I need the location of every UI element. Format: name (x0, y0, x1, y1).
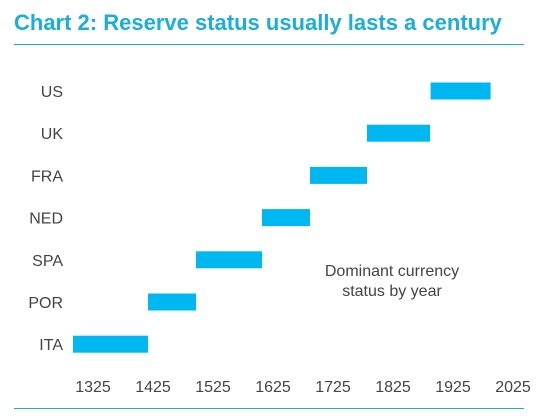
category-label-ita: ITA (39, 337, 63, 354)
annotation-line-2: status by year (342, 283, 442, 300)
x-tick-label-1825: 1825 (375, 379, 411, 396)
bottom-rule (14, 408, 524, 409)
range-bars (73, 82, 491, 353)
x-tick-label-1525: 1525 (195, 379, 231, 396)
chart-annotation: Dominant currency status by year (312, 262, 472, 302)
x-tick-label-1425: 1425 (135, 379, 171, 396)
category-label-fra: FRA (31, 168, 63, 185)
chart-title: Chart 2: Reserve status usually lasts a … (14, 10, 502, 35)
x-tick-label-1925: 1925 (435, 379, 471, 396)
title-rule (14, 44, 524, 45)
bar-fra (310, 166, 367, 184)
bar-ned (262, 209, 310, 227)
x-tick-label-1625: 1625 (255, 379, 291, 396)
bar-por (148, 293, 196, 311)
category-labels: US UK FRA NED SPA POR ITA (28, 84, 63, 354)
x-tick-labels: 1325 1425 1525 1625 1725 1825 1925 2025 (75, 379, 531, 396)
category-label-spa: SPA (32, 253, 63, 270)
bar-ita (73, 335, 148, 353)
bar-uk (367, 124, 430, 142)
category-label-us: US (41, 84, 63, 101)
x-tick-label-1325: 1325 (75, 379, 111, 396)
category-label-uk: UK (41, 126, 64, 143)
x-tick-label-1725: 1725 (315, 379, 351, 396)
x-tick-label-2025: 2025 (495, 379, 531, 396)
category-label-ned: NED (29, 211, 63, 228)
category-label-por: POR (28, 295, 63, 312)
annotation-line-1: Dominant currency (324, 263, 460, 280)
bar-us (430, 82, 491, 100)
bar-spa (196, 251, 262, 269)
